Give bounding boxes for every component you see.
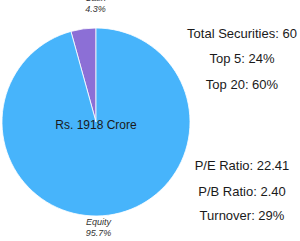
pie xyxy=(2,28,190,216)
center-label: Rs. 1918 Crore xyxy=(55,118,137,132)
slice-label: Cash xyxy=(85,0,106,3)
stat-annotation: P/B Ratio: 2.40 xyxy=(198,184,285,199)
stat-annotation: P/E Ratio: 22.41 xyxy=(195,158,290,173)
stat-annotation: Top 20: 60% xyxy=(206,77,279,92)
slice-value-label: 4.3% xyxy=(85,4,106,14)
stat-annotation: Top 5: 24% xyxy=(209,51,274,66)
slice-value-label: 95.7% xyxy=(86,228,112,238)
slice-label: Equity xyxy=(86,217,112,227)
stat-annotation: Total Securities: 60 xyxy=(187,26,297,41)
chart: Cash4.3% Equity95.7% Rs. 1918 Crore Total S… xyxy=(0,0,300,241)
stat-annotation: Turnover: 29% xyxy=(200,208,285,223)
pie-slice xyxy=(2,28,190,216)
